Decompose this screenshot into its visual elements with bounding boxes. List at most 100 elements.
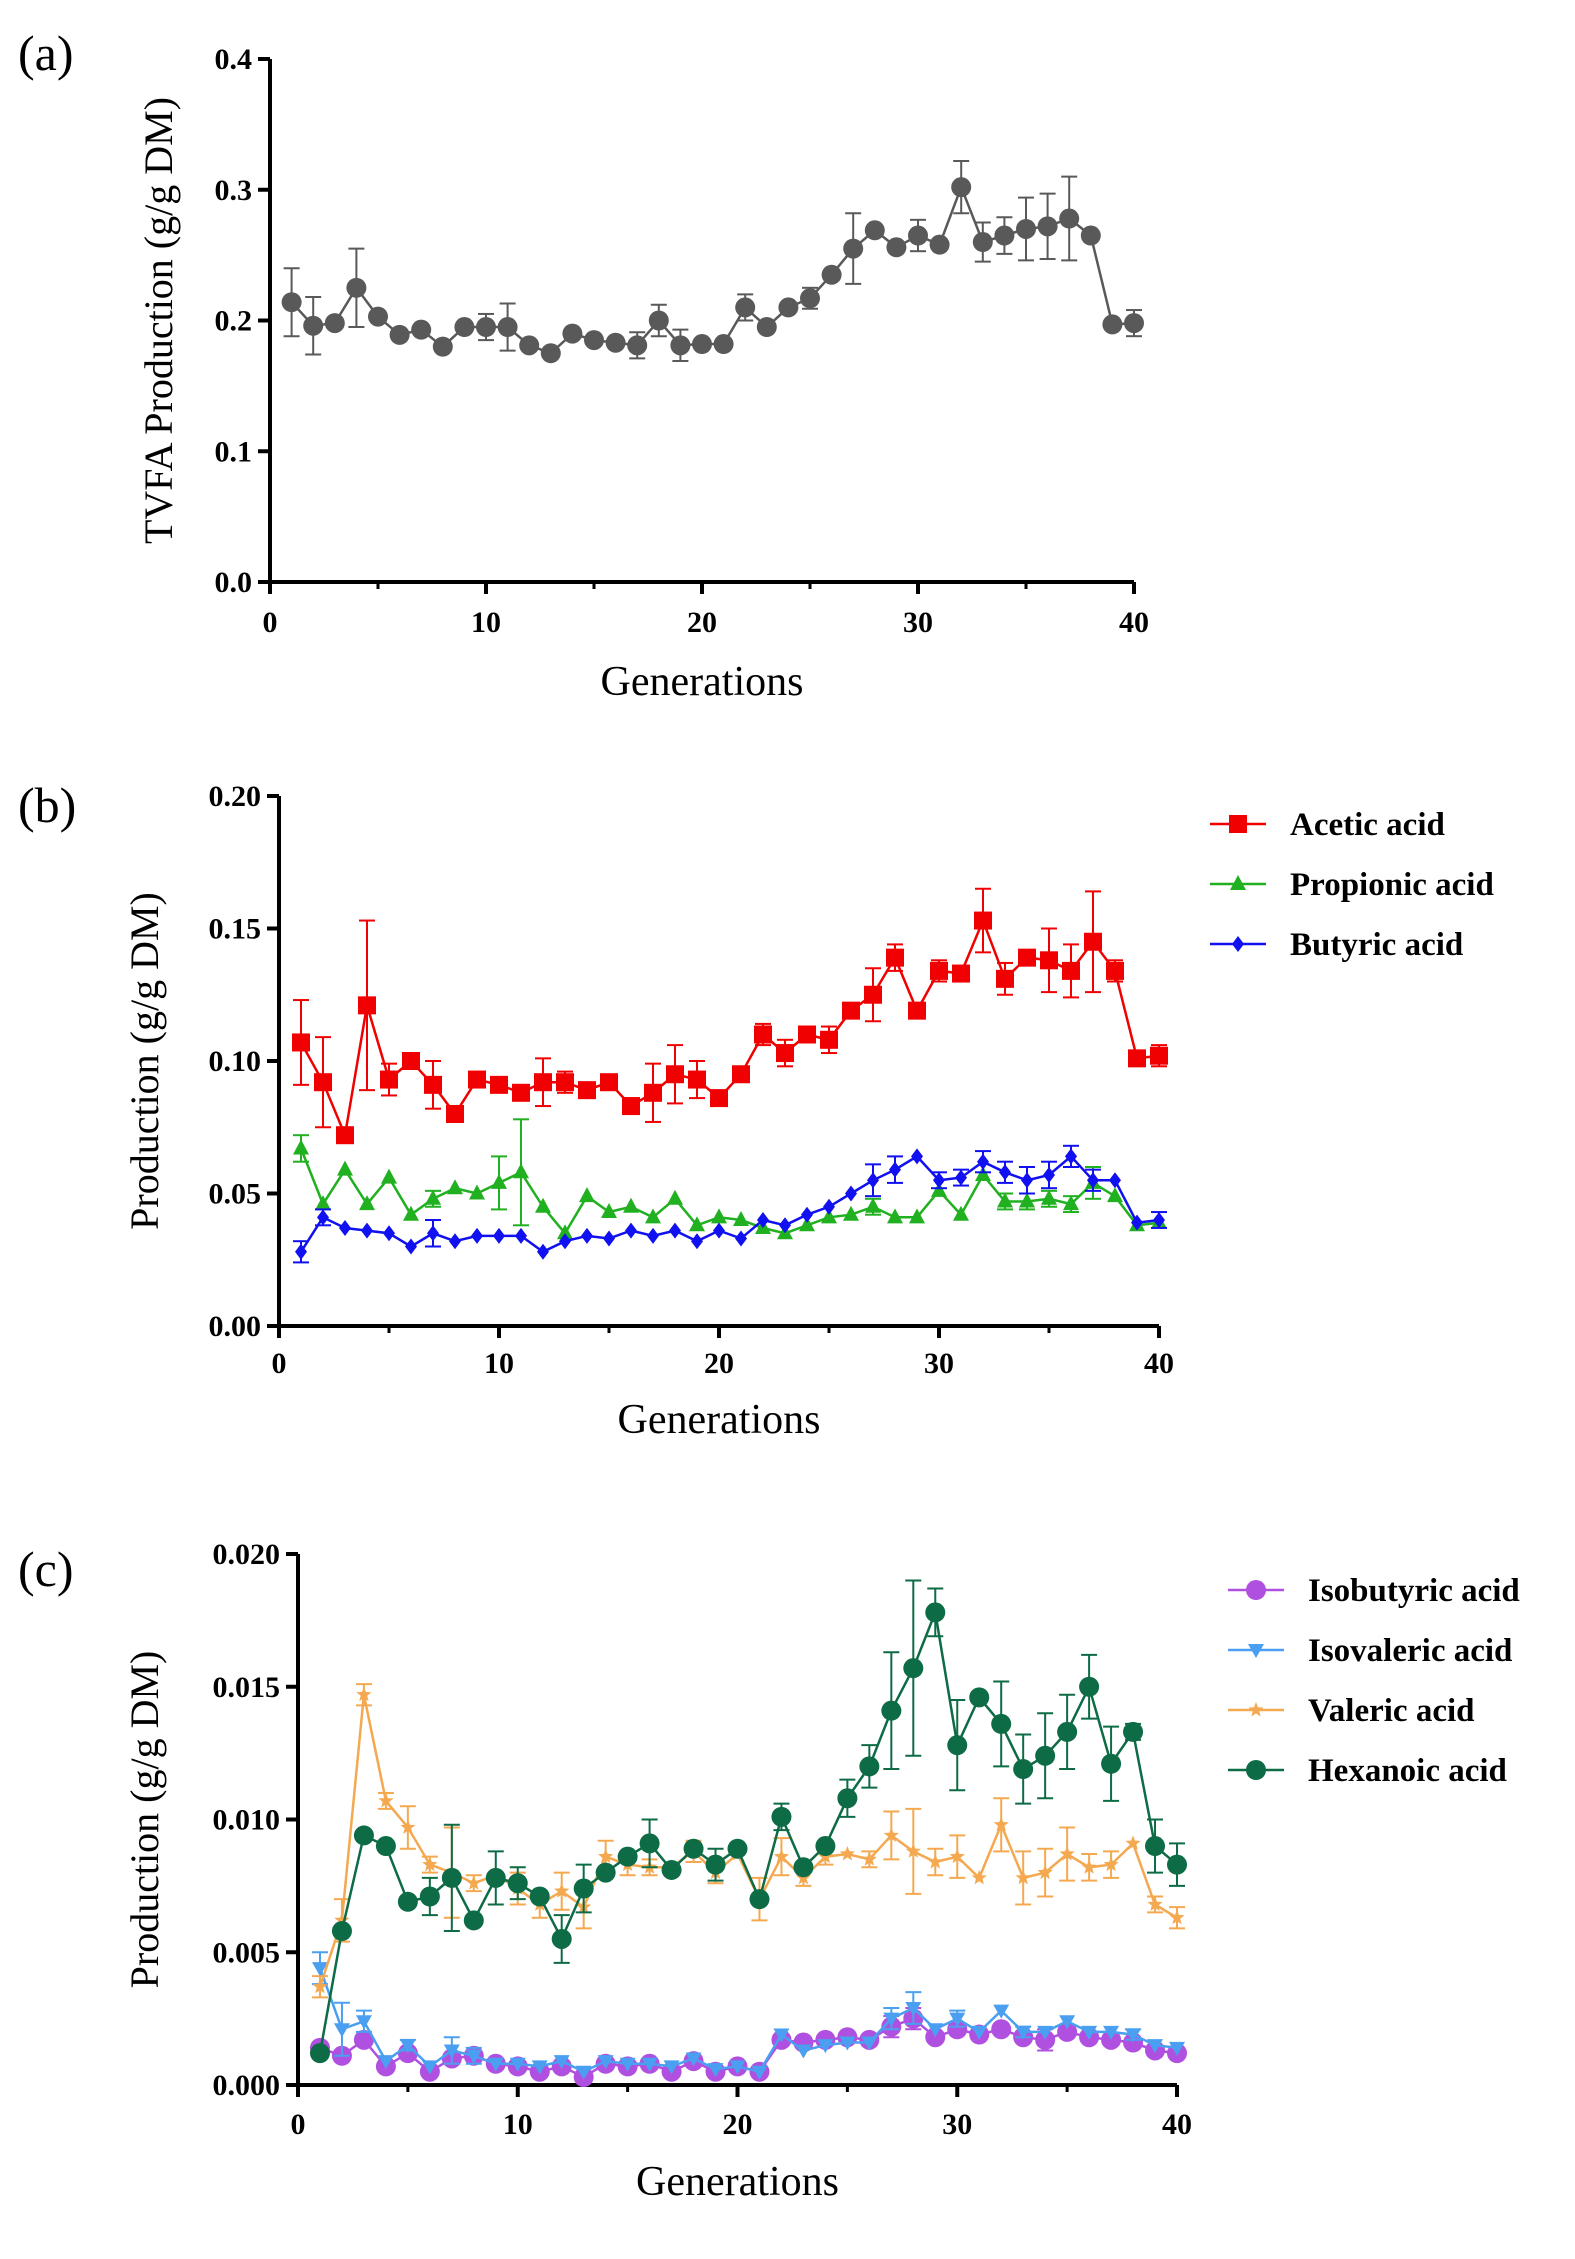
y-tick-label: 0.10 [209,1045,262,1078]
data-point [845,1185,857,1202]
y-tick-label: 0.20 [209,780,262,813]
data-point [531,2060,548,2075]
data-point [346,277,367,298]
data-point [993,2004,1010,2019]
data-point [378,1792,394,1808]
chart-panel-3: (c) 0 10 20 30 40 0.000 0.005 0.010 0.015 0.020 Gen… [18,1538,1520,2205]
data-point [1015,2025,1032,2040]
y-tick-label: 0.010 [213,1804,281,1837]
data-point [1103,2025,1120,2040]
data-point [999,1164,1011,1181]
data-point [465,2049,482,2064]
data-point [1167,1854,1187,1875]
data-point [949,2012,966,2027]
data-point [974,911,992,930]
data-point [800,288,820,309]
data-point [971,2025,988,2040]
data-point [707,2063,724,2078]
data-point [491,1173,507,1189]
data-point [994,225,1015,246]
data-point [953,1205,969,1221]
data-point [331,1921,352,1942]
series-butyric-acid [293,1144,1167,1264]
data-point [908,225,928,246]
data-point [476,317,496,338]
data-point [601,1203,617,1219]
data-point [584,330,604,351]
data-point [865,1197,881,1213]
data-point [281,292,302,313]
y-axis-title: Production (g/g DM) [122,892,167,1230]
data-point [1037,2025,1054,2040]
data-point [947,2019,968,2040]
series-propionic-acid [293,1118,1167,1240]
x-tick-label: 10 [503,2108,533,2141]
data-point [864,985,882,1004]
data-point [399,2039,416,2054]
y-tick-label: 0.3 [215,174,253,207]
data-point [641,2057,658,2072]
data-point [757,1212,769,1228]
legend-label: Acetic acid [1290,807,1445,843]
data-point [1035,1745,1056,1766]
data-point [317,1209,329,1226]
data-point [443,2044,460,2059]
data-point [537,1243,549,1260]
data-point [1059,1846,1075,1861]
data-point [727,1838,748,1859]
data-point [931,1181,947,1197]
data-point [710,1089,728,1108]
legend-label: Hexanoic acid [1308,1753,1507,1789]
data-point [497,317,518,338]
data-point [749,1889,770,1910]
data-point [427,1225,439,1242]
data-point [793,1857,814,1878]
data-point [554,1883,570,1898]
data-point [380,1070,398,1089]
data-point [735,297,756,318]
data-point [509,2057,526,2072]
data-point [403,1205,419,1221]
series-valeric-acid [311,1683,1185,1999]
x-tick-label: 10 [484,1347,514,1380]
data-point [424,1075,442,1094]
data-point [1147,2039,1164,2054]
panel-label: (b) [18,777,76,833]
data-point [771,1806,792,1827]
panel-label: (a) [18,25,74,81]
data-point [817,2039,834,2054]
data-point [405,1238,417,1255]
data-point [490,1075,508,1094]
data-point [773,2028,790,2043]
data-point [729,2060,746,2075]
data-point [795,2044,812,2059]
data-point [597,2055,614,2070]
data-point [368,306,388,327]
legend-label: Butyric acid [1290,927,1463,963]
data-point [603,1230,615,1247]
data-point [1037,216,1058,237]
legend: Isobutyric acid Isovaleric acid Valeric ac… [1228,1573,1520,1789]
data-point [383,1225,395,1242]
data-point [359,1195,375,1211]
series-line [299,1154,1160,1254]
x-tick-label: 0 [272,1347,287,1380]
data-point [1109,1172,1121,1189]
series-acetic-acid [292,887,1168,1145]
data-point [529,1886,550,1907]
data-point [337,1160,353,1176]
series-tvfa [281,159,1144,364]
data-point [573,1878,594,1899]
data-point [639,1833,660,1854]
series-line [318,1694,1178,1988]
data-point [933,1172,945,1189]
legend-marker [1230,875,1246,890]
data-point [666,1065,684,1084]
data-point [1037,1864,1053,1880]
data-point [355,2015,372,2030]
data-point [815,1836,836,1857]
y-tick-label: 0.1 [215,435,253,468]
data-point [466,1875,482,1890]
series-line [318,1967,1178,2074]
x-tick-label: 30 [942,2108,972,2141]
